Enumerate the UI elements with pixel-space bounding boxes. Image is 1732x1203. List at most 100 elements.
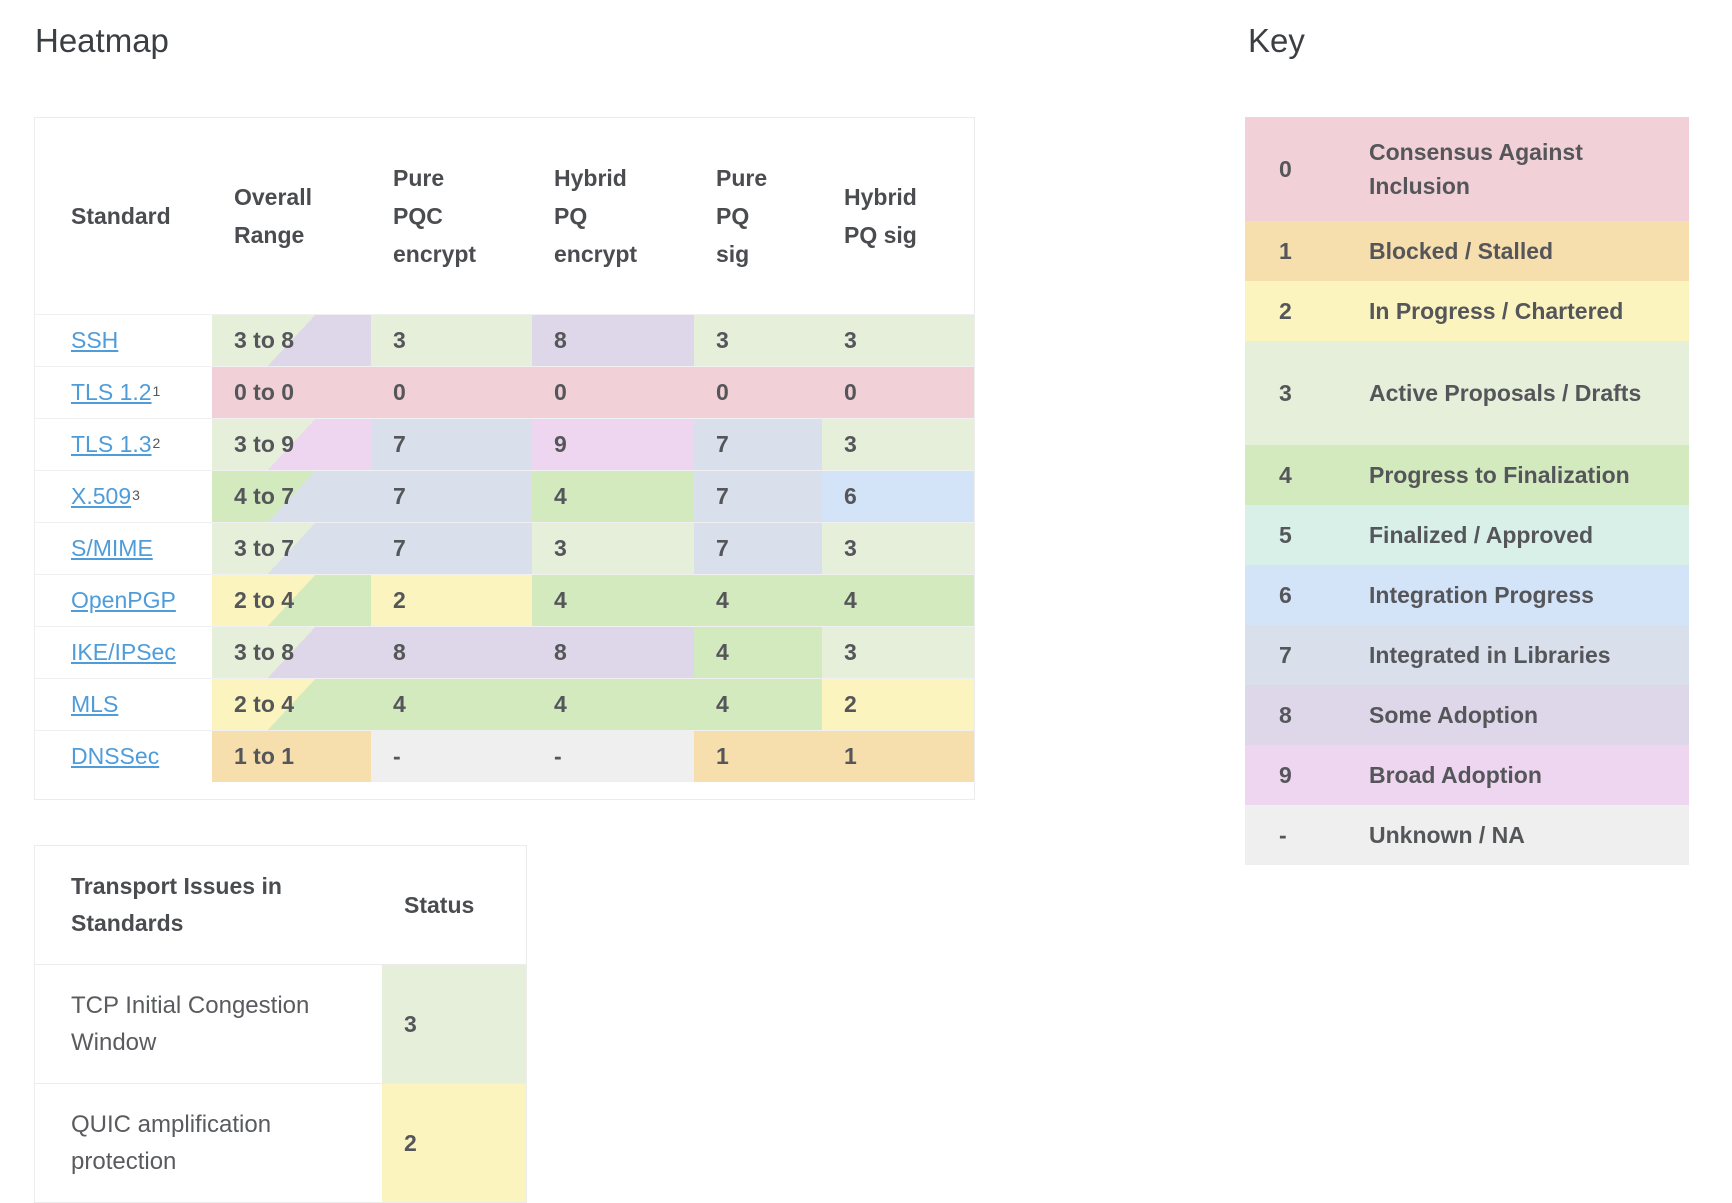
- value-cell: 2: [822, 679, 974, 730]
- key-value: 4: [1279, 461, 1292, 488]
- key-row-5: 5 Finalized / Approved: [1245, 505, 1689, 565]
- overall-range-cell: 1 to 1: [212, 731, 371, 782]
- overall-range-cell: 3 to 7: [212, 523, 371, 574]
- key-label: Blocked / Stalled: [1369, 238, 1554, 264]
- key-row-3: 3 Active Proposals / Drafts: [1245, 341, 1689, 445]
- value-cell: 3: [822, 523, 974, 574]
- value-cell: 0: [822, 367, 974, 418]
- transport-row: TCP Initial Congestion Window 3: [35, 964, 526, 1083]
- value-cell: 7: [371, 523, 532, 574]
- key-value: 8: [1279, 701, 1292, 728]
- value-cell: 3: [532, 523, 694, 574]
- key-row-0: 0 Consensus Against Inclusion: [1245, 117, 1689, 221]
- standard-link[interactable]: TLS 1.2: [71, 379, 152, 405]
- key-row-4: 4 Progress to Finalization: [1245, 445, 1689, 505]
- value-cell: 3: [694, 315, 822, 366]
- key-row-9: 9 Broad Adoption: [1245, 745, 1689, 805]
- key-value: 2: [1279, 297, 1292, 324]
- value-cell: 8: [532, 315, 694, 366]
- value-cell: 4: [371, 679, 532, 730]
- standard-link[interactable]: IKE/IPSec: [71, 639, 176, 665]
- standard-link[interactable]: OpenPGP: [71, 587, 176, 613]
- transport-issue-label: TCP Initial Congestion Window: [71, 992, 310, 1056]
- standard-cell: IKE/IPSec: [35, 627, 212, 678]
- key-value: 9: [1279, 761, 1292, 788]
- standard-cell: S/MIME: [35, 523, 212, 574]
- key-label: Some Adoption: [1369, 702, 1539, 728]
- value-cell: 3: [371, 315, 532, 366]
- heatmap-table: Standard Overall Range Pure PQC encrypt Hyb…: [34, 117, 975, 800]
- key-title: Key: [1248, 22, 1305, 59]
- standard-cell: MLS: [35, 679, 212, 730]
- key-row-8: 8 Some Adoption: [1245, 685, 1689, 745]
- value-cell: 8: [371, 627, 532, 678]
- heatmap-column-header: Hybrid PQ sig: [844, 184, 917, 248]
- transport-status-cell: 2: [382, 1084, 526, 1202]
- footnote-marker: 1: [152, 382, 161, 399]
- transport-issues-table: Transport Issues in Standards Status TCP I…: [34, 845, 527, 1203]
- value-cell: 0: [532, 367, 694, 418]
- transport-header-label: Transport Issues in Standards: [71, 873, 282, 936]
- standard-link[interactable]: MLS: [71, 691, 119, 717]
- footnote-marker: 3: [132, 486, 140, 503]
- value-cell: 1: [694, 731, 822, 782]
- key-row--: - Unknown / NA: [1245, 805, 1689, 865]
- value-cell: 0: [694, 367, 822, 418]
- transport-issue-label: QUIC amplification protection: [71, 1111, 272, 1175]
- value-cell: 4: [532, 471, 694, 522]
- key-label: In Progress / Chartered: [1369, 298, 1624, 324]
- key-value: 0: [1279, 155, 1292, 182]
- heatmap-header-row: Standard Overall Range Pure PQC encrypt Hyb…: [35, 118, 974, 314]
- standard-cell: TLS 1.2 1: [35, 367, 212, 418]
- standard-link[interactable]: DNSSec: [71, 743, 160, 769]
- key-value: 3: [1279, 379, 1292, 406]
- value-cell: 1: [822, 731, 974, 782]
- key-label: Broad Adoption: [1369, 762, 1542, 788]
- value-cell: 9: [532, 419, 694, 470]
- standard-link[interactable]: S/MIME: [71, 535, 153, 561]
- key-value: 5: [1279, 521, 1292, 548]
- heatmap-column-header: Standard: [71, 203, 171, 229]
- key-value: -: [1279, 821, 1287, 848]
- status-header-label: Status: [404, 891, 475, 918]
- key-row-6: 6 Integration Progress: [1245, 565, 1689, 625]
- value-cell: 4: [694, 627, 822, 678]
- key-label: Unknown / NA: [1369, 822, 1525, 848]
- value-cell: 4: [822, 575, 974, 626]
- standard-cell: X.509 3: [35, 471, 212, 522]
- key-label: Integration Progress: [1369, 582, 1594, 608]
- value-cell: 3: [822, 419, 974, 470]
- heatmap-column-header: Overall Range: [234, 184, 312, 248]
- value-cell: -: [371, 731, 532, 782]
- heatmap-column-header: Pure PQC encrypt: [393, 165, 477, 267]
- value-cell: 7: [694, 523, 822, 574]
- heatmap-column-header: Pure PQ sig: [716, 165, 768, 267]
- value-cell: -: [532, 731, 694, 782]
- standard-link[interactable]: TLS 1.3: [71, 431, 152, 457]
- overall-range-cell: 2 to 4: [212, 679, 371, 730]
- standard-link[interactable]: SSH: [71, 327, 119, 353]
- value-cell: 7: [371, 419, 532, 470]
- heatmap-column-header: Hybrid PQ encrypt: [554, 165, 638, 267]
- standard-link[interactable]: X.509: [71, 483, 132, 509]
- heatmap-title: Heatmap: [35, 22, 169, 59]
- standard-cell: TLS 1.3 2: [35, 419, 212, 470]
- transport-header-row: Transport Issues in Standards Status: [35, 846, 526, 964]
- value-cell: 7: [694, 471, 822, 522]
- standard-cell: DNSSec: [35, 731, 212, 782]
- value-cell: 4: [694, 679, 822, 730]
- transport-status-cell: 3: [382, 965, 526, 1083]
- value-cell: 7: [694, 419, 822, 470]
- key-row-1: 1 Blocked / Stalled: [1245, 221, 1689, 281]
- value-cell: 3: [822, 315, 974, 366]
- overall-range-cell: 3 to 9: [212, 419, 371, 470]
- overall-range-cell: 4 to 7: [212, 471, 371, 522]
- overall-range-cell: 3 to 8: [212, 627, 371, 678]
- standard-cell: OpenPGP: [35, 575, 212, 626]
- overall-range-cell: 3 to 8: [212, 315, 371, 366]
